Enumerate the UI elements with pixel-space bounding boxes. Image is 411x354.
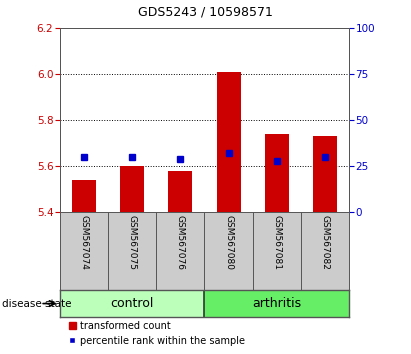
Text: control: control [110,297,154,310]
Bar [204,290,349,317]
Bar [265,134,289,212]
Bar [168,171,192,212]
Text: GSM567080: GSM567080 [224,215,233,270]
Text: arthritis: arthritis [252,297,302,310]
Text: GSM567082: GSM567082 [321,215,330,270]
Text: disease state: disease state [2,298,72,309]
Bar [120,166,144,212]
Bar [60,290,205,317]
Text: GSM567076: GSM567076 [176,215,185,270]
Bar [313,137,337,212]
Text: GDS5243 / 10598571: GDS5243 / 10598571 [138,5,273,18]
Legend: transformed count, percentile rank within the sample: transformed count, percentile rank withi… [69,321,245,346]
Text: GSM567074: GSM567074 [79,215,88,270]
Bar [217,72,241,212]
Bar [72,180,96,212]
Text: GSM567075: GSM567075 [127,215,136,270]
Text: GSM567081: GSM567081 [272,215,282,270]
